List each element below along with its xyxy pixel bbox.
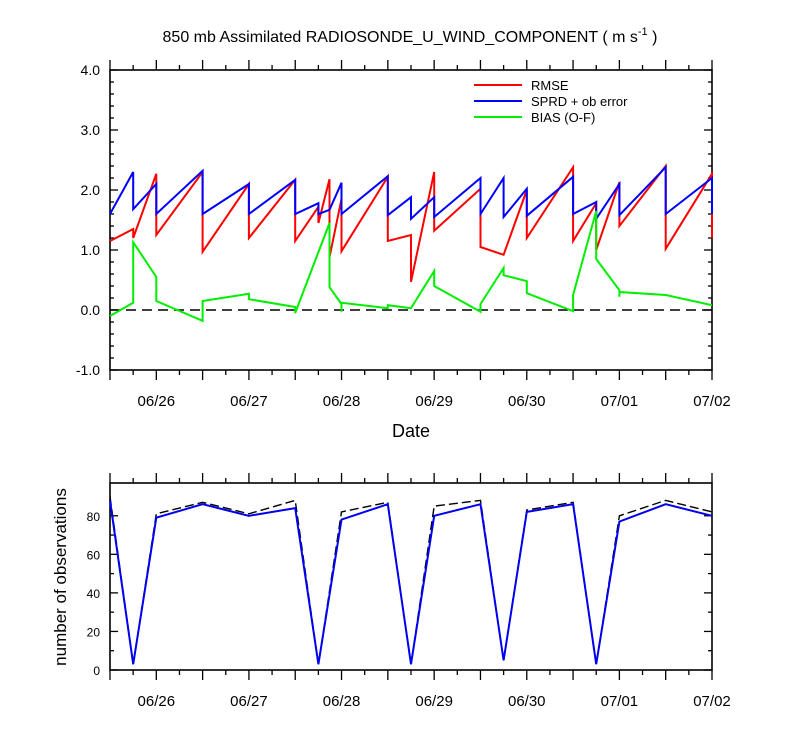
- x-axis-label: Date: [392, 421, 430, 441]
- bottom-xtick-label: 06/26: [138, 693, 176, 710]
- bottom-ytick-label: 60: [87, 548, 101, 562]
- title-text: 850 mb Assimilated RADIOSONDE_U_WIND_COM…: [163, 29, 638, 46]
- legend-label: RMSE: [531, 78, 569, 93]
- top-xtick-label: 06/29: [415, 393, 453, 410]
- top-xtick-label: 06/26: [138, 393, 176, 410]
- top-xtick-label: 06/27: [230, 393, 268, 410]
- top-xtick-label: 07/02: [693, 393, 731, 410]
- legend-label: BIAS (O-F): [531, 110, 595, 125]
- bottom-axis-ticks: 0 20 40 60 80 06/26 06/27 06/28 06/29 06/30 07/01 0…: [87, 473, 731, 710]
- top-ytick-label: 1.0: [81, 242, 101, 258]
- top-series-line-0: [109, 163, 713, 283]
- bottom-xtick-label: 06/29: [415, 693, 453, 710]
- top-ytick-label: 3.0: [81, 122, 101, 138]
- bottom-xtick-label: 06/30: [508, 693, 546, 710]
- bottom-series-lines: [109, 496, 713, 665]
- top-ytick-label: 2.0: [81, 182, 101, 198]
- bottom-panel: 0 20 40 60 80 06/26 06/27 06/28 06/29 06/30 07/01 0…: [51, 473, 731, 710]
- top-axis-ticks: -1.0 0.0 1.0 2.0 3.0 4.0 06/26 06/27 06/28 06/29 0…: [76, 60, 731, 410]
- bottom-series-line-1: [109, 500, 713, 665]
- title-text-tail: ): [648, 29, 658, 46]
- top-ytick-label: 4.0: [81, 62, 101, 78]
- top-xtick-label: 07/01: [601, 393, 639, 410]
- bottom-xtick-label: 07/01: [601, 693, 639, 710]
- bottom-xtick-label: 06/28: [323, 693, 361, 710]
- bottom-plot-frame: [109, 482, 713, 671]
- bottom-xtick-label: 07/02: [693, 693, 731, 710]
- bottom-ytick-label: 80: [87, 510, 101, 524]
- bottom-ytick-label: 20: [87, 625, 101, 639]
- top-xtick-label: 06/30: [508, 393, 546, 410]
- top-ytick-label: -1.0: [76, 362, 100, 378]
- legend-label: SPRD + ob error: [531, 94, 628, 109]
- bottom-xtick-label: 06/27: [230, 693, 268, 710]
- bottom-ytick-label: 0: [93, 664, 100, 678]
- top-panel: -1.0 0.0 1.0 2.0 3.0 4.0 06/26 06/27 06/28 06/29 0…: [76, 60, 731, 441]
- title-unit-exponent: -1: [638, 26, 648, 38]
- top-ytick-label: 0.0: [81, 302, 101, 318]
- top-series-line-2: [109, 210, 713, 323]
- top-series-lines: [109, 163, 713, 323]
- chart-title: 850 mb Assimilated RADIOSONDE_U_WIND_COM…: [163, 26, 658, 46]
- top-xtick-label: 06/28: [323, 393, 361, 410]
- y-axis-label: number of observations: [51, 488, 70, 666]
- bottom-ytick-label: 40: [87, 587, 101, 601]
